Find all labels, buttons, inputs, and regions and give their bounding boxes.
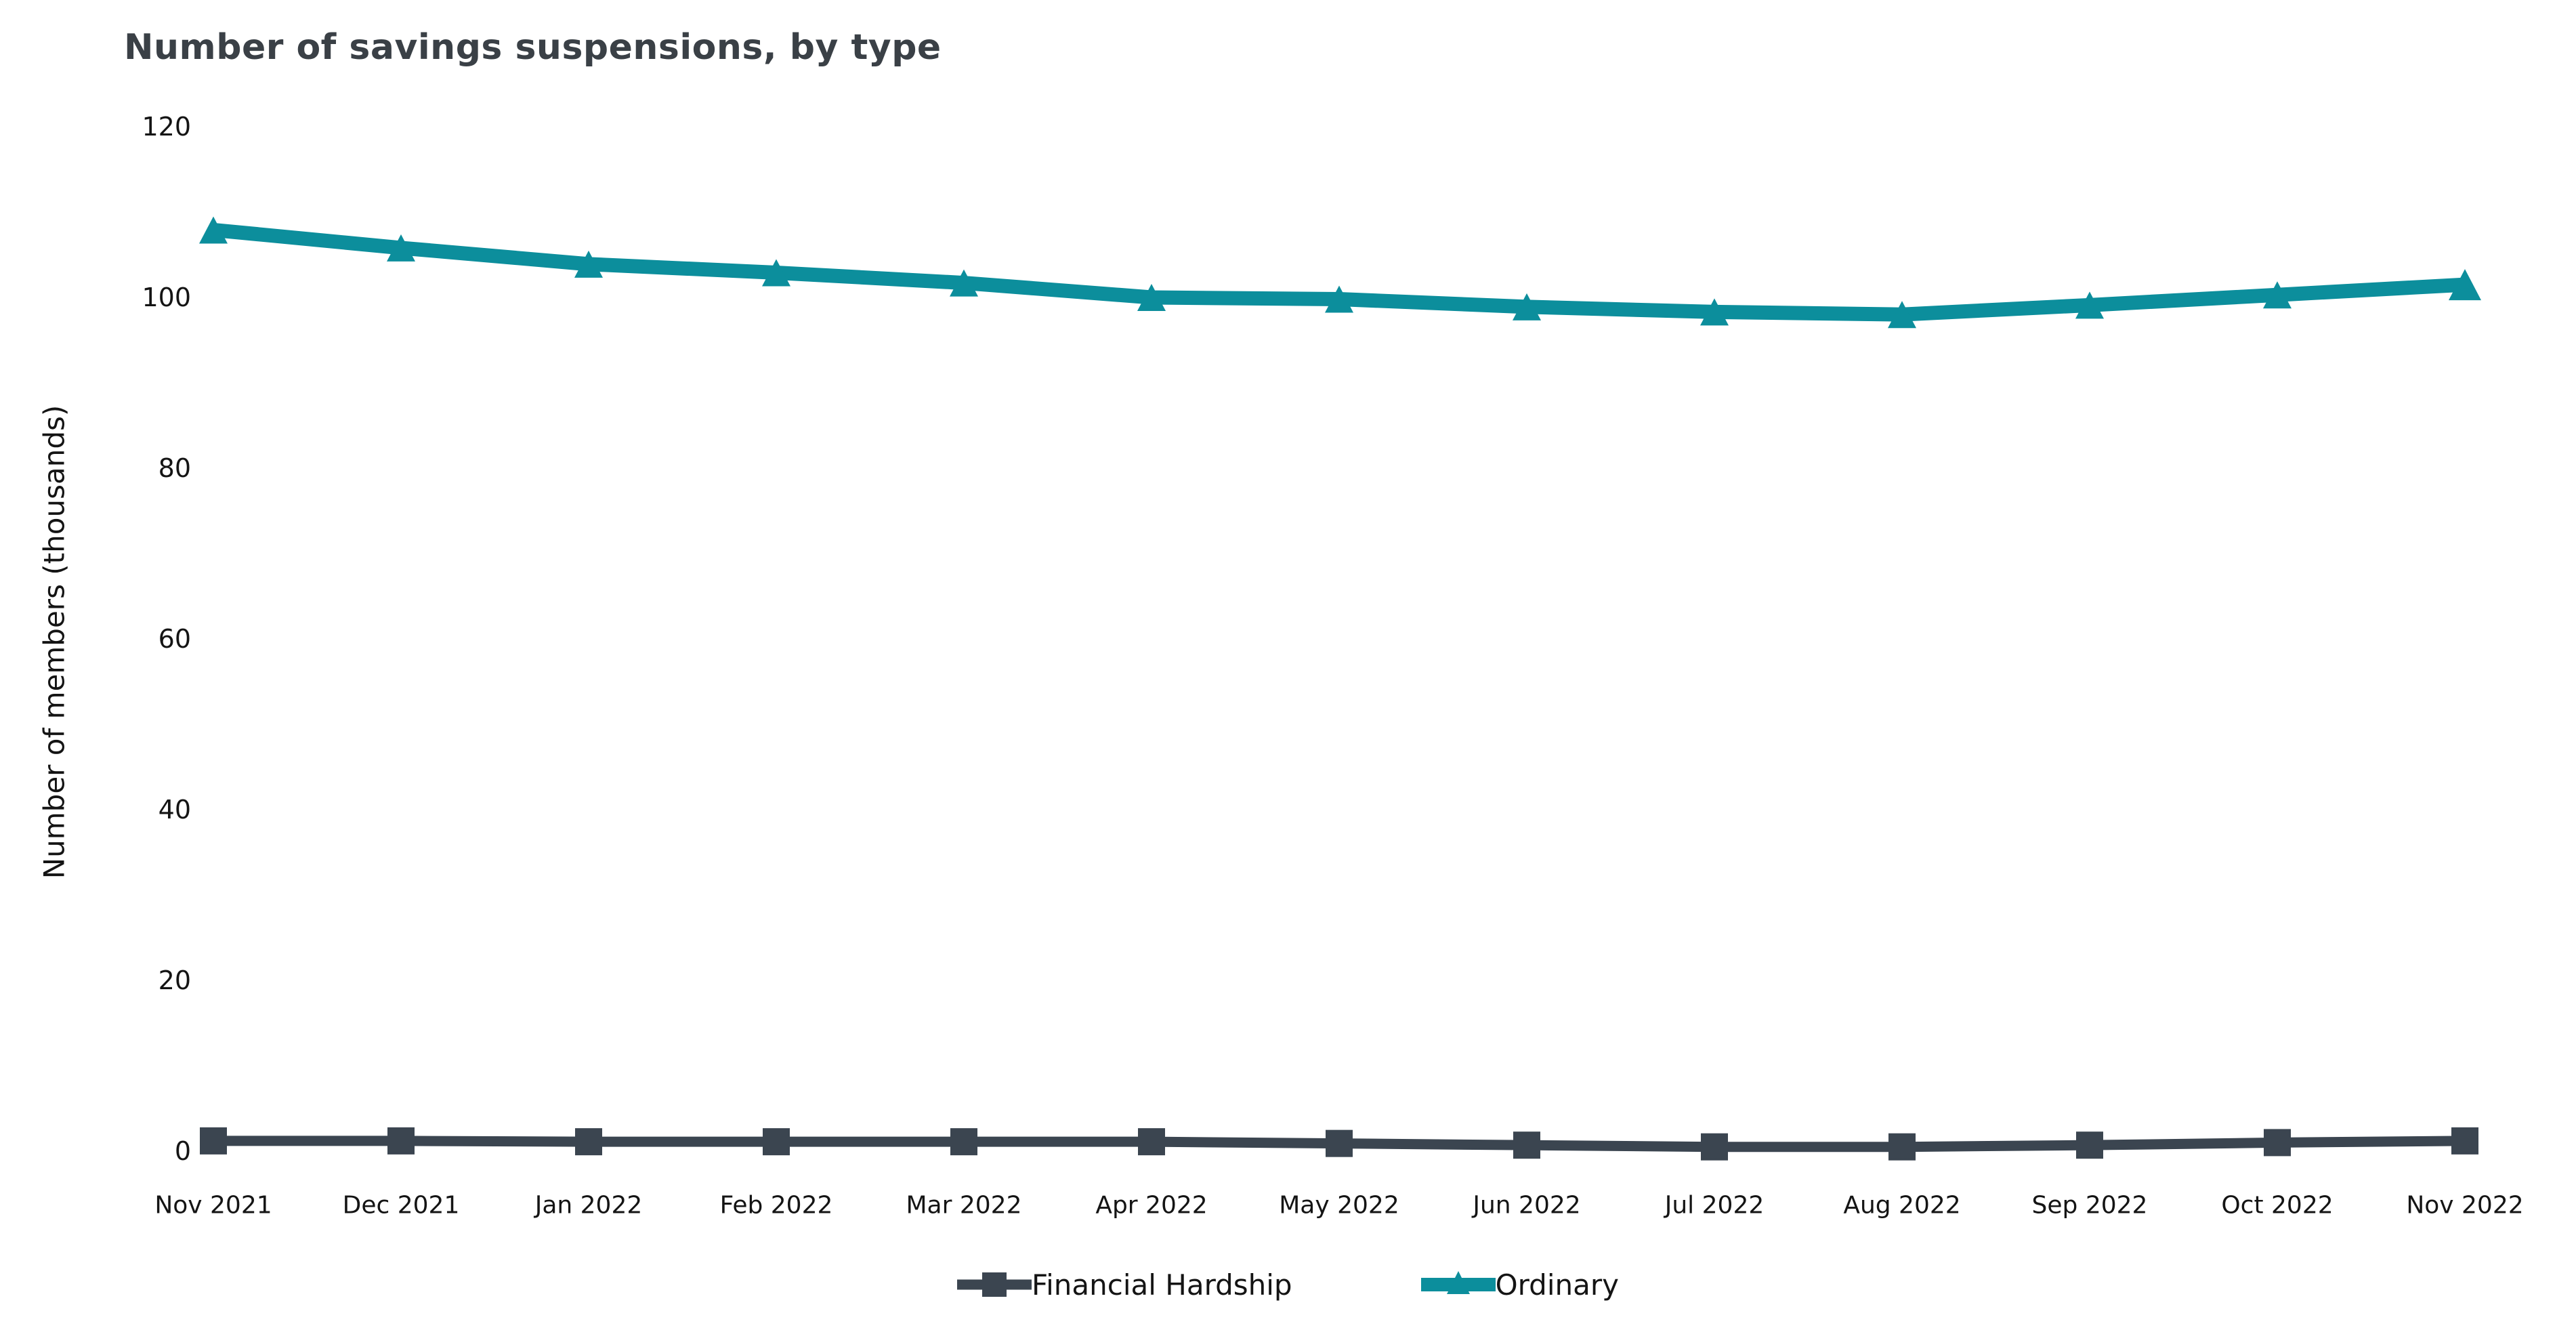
ordinary-marker	[762, 259, 790, 287]
legend-entry-financial-hardship[interactable]: Financial Hardship	[956, 1266, 1292, 1304]
legend-label-financial-hardship: Financial Hardship	[1031, 1268, 1292, 1302]
financial-hardship-marker	[1326, 1129, 1353, 1157]
y-tick-label: 100	[142, 283, 191, 312]
ordinary-marker	[1137, 284, 1166, 311]
ordinary-swatch-icon	[1420, 1271, 1496, 1294]
financial-hardship-marker	[2076, 1131, 2103, 1159]
ordinary-marker	[2263, 281, 2292, 309]
x-tick-label: Apr 2022	[1095, 1192, 1207, 1220]
financial-hardship-swatch-icon	[956, 1272, 1032, 1297]
x-tick-label: Sep 2022	[2032, 1192, 2148, 1220]
ordinary-marker	[1325, 285, 1353, 313]
financial-hardship-marker	[2451, 1127, 2478, 1155]
x-tick-label: May 2022	[1279, 1192, 1399, 1220]
legend-label-ordinary: Ordinary	[1495, 1268, 1619, 1302]
legend: Financial Hardship Ordinary	[0, 1252, 2576, 1317]
legend-entry-ordinary[interactable]: Ordinary	[1420, 1266, 1619, 1304]
ordinary-marker	[2075, 291, 2104, 319]
financial-hardship-marker	[1138, 1128, 1165, 1156]
ordinary-marker	[950, 269, 978, 297]
x-tick-label: Dec 2021	[343, 1192, 460, 1220]
x-tick-label: Feb 2022	[720, 1192, 833, 1220]
ordinary-marker	[574, 250, 603, 278]
y-tick-label: 80	[159, 453, 191, 483]
ordinary-marker	[199, 216, 228, 244]
y-tick-label: 120	[142, 112, 191, 142]
y-tick-label: 40	[159, 795, 191, 825]
y-tick-label: 60	[159, 624, 191, 654]
ordinary-marker	[387, 234, 415, 262]
financial-hardship-marker	[1701, 1133, 1728, 1161]
ordinary-marker	[1888, 301, 1916, 329]
financial-hardship-marker	[1513, 1131, 1540, 1159]
x-tick-label: Jul 2022	[1664, 1192, 1765, 1220]
ordinary-marker	[1700, 298, 1729, 326]
ordinary-marker	[2449, 269, 2481, 301]
financial-hardship-marker	[763, 1128, 790, 1156]
x-tick-label: Oct 2022	[2221, 1192, 2333, 1220]
ordinary-marker	[1513, 293, 1541, 320]
financial-hardship-marker	[2264, 1129, 2291, 1157]
x-tick-label: Nov 2021	[154, 1192, 272, 1220]
x-tick-label: Aug 2022	[1843, 1192, 1960, 1220]
x-tick-label: Mar 2022	[906, 1192, 1022, 1220]
x-tick-label: Jun 2022	[1471, 1192, 1580, 1220]
chart-title: Number of savings suspensions, by type	[124, 27, 942, 68]
financial-hardship-marker	[1888, 1133, 1916, 1161]
x-tick-label: Jan 2022	[534, 1192, 643, 1220]
y-tick-label: 20	[159, 965, 191, 995]
financial-hardship-marker	[200, 1127, 227, 1155]
financial-hardship-marker	[950, 1128, 977, 1156]
x-tick-label: Nov 2022	[2406, 1192, 2523, 1220]
y-tick-label: 0	[175, 1136, 191, 1166]
financial-hardship-marker	[575, 1128, 602, 1156]
financial-hardship-marker	[387, 1127, 415, 1155]
